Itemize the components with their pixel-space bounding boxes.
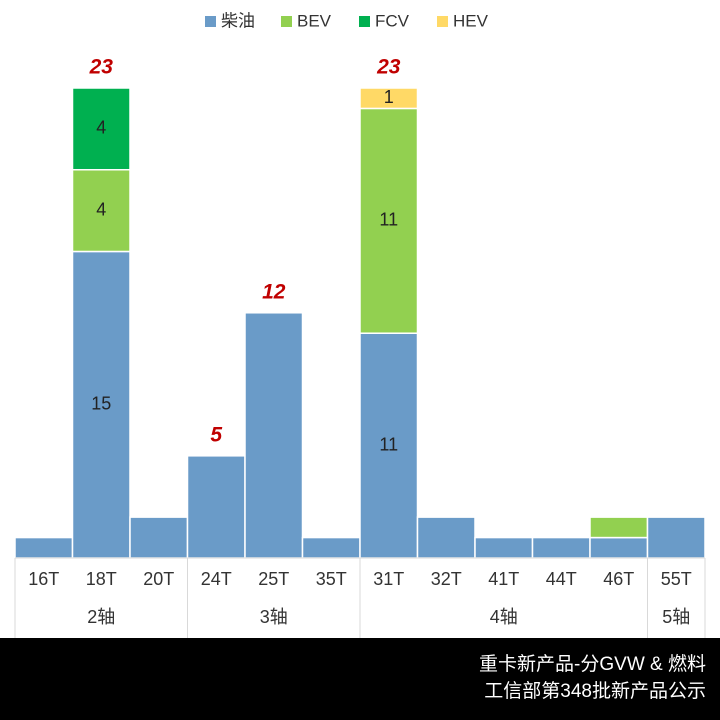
legend-swatch: [205, 16, 216, 27]
x-tick-label: 55T: [661, 569, 692, 589]
x-tick-label: 25T: [258, 569, 289, 589]
data-label: 1: [384, 87, 394, 107]
legend-label: FCV: [375, 11, 410, 30]
legend-swatch: [359, 16, 370, 27]
legend-label: 柴油: [221, 11, 255, 30]
bar-segment: [71, 87, 131, 171]
bar-segment: [301, 536, 361, 559]
data-label: 11: [379, 434, 398, 454]
x-tick-label: 31T: [373, 569, 404, 589]
legend-label: HEV: [453, 11, 489, 30]
legend-swatch: [281, 16, 292, 27]
group-label: 4轴: [490, 607, 518, 627]
bar-segment: [14, 536, 74, 559]
total-label: 12: [262, 280, 286, 303]
total-label: 23: [89, 56, 114, 79]
bar-segment: [531, 536, 591, 559]
bar-segment: [589, 536, 649, 559]
x-tick-label: 24T: [201, 569, 232, 589]
x-tick-label: 16T: [28, 569, 59, 589]
legend-swatch: [437, 16, 448, 27]
data-label: 4: [96, 199, 106, 219]
bar-segment: [244, 312, 304, 559]
group-label: 3轴: [260, 607, 288, 627]
bar-segment: [71, 250, 131, 559]
x-tick-label: 46T: [603, 569, 634, 589]
total-label: 23: [376, 56, 401, 79]
x-tick-label: 44T: [546, 569, 577, 589]
x-tick-label: 20T: [143, 569, 174, 589]
data-label: 11: [379, 210, 398, 230]
total-label: 5: [210, 423, 222, 446]
x-tick-label: 41T: [488, 569, 519, 589]
bar-segment: [129, 516, 189, 559]
group-label: 5轴: [662, 607, 690, 627]
bar-segment: [589, 516, 649, 539]
x-tick-label: 35T: [316, 569, 347, 589]
bar-segment: [359, 107, 419, 334]
data-label: 15: [91, 393, 111, 413]
legend-label: BEV: [297, 11, 332, 30]
group-label: 2轴: [87, 607, 115, 627]
x-tick-label: 18T: [86, 569, 117, 589]
bar-segment: [416, 516, 476, 559]
bar-segment: [71, 168, 131, 253]
bar-segment: [359, 332, 419, 559]
footer-band: [0, 638, 720, 720]
bar-segment: [474, 536, 534, 559]
x-tick-label: 32T: [431, 569, 462, 589]
bar-segment: [646, 516, 706, 559]
footer-line: 重卡新产品-分GVW & 燃料: [479, 653, 706, 675]
bar-segment: [359, 87, 419, 110]
data-label: 4: [96, 118, 106, 138]
footer-line: 工信部第348批新产品公示: [484, 680, 706, 702]
bar-segment: [186, 455, 246, 559]
